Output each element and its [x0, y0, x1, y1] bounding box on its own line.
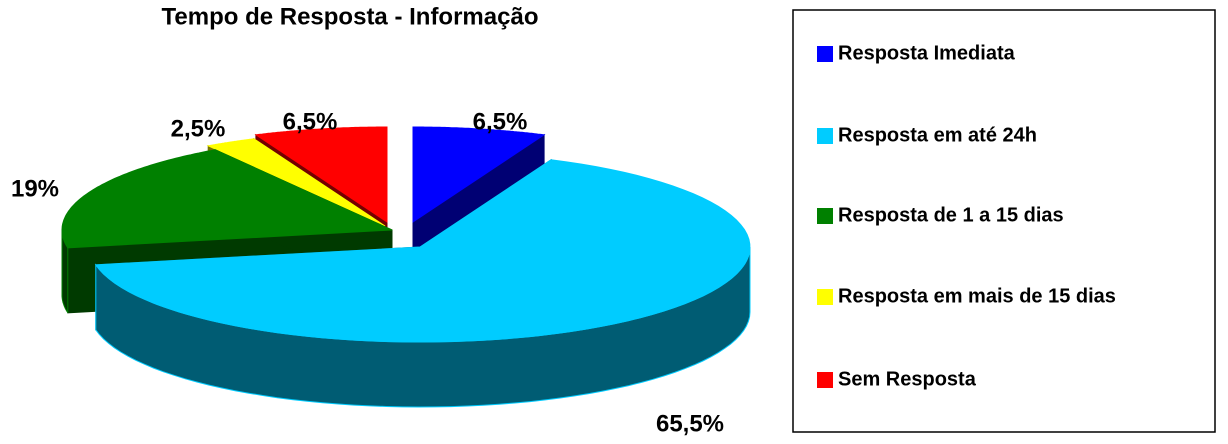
- data-label: 6,5%: [283, 108, 338, 135]
- legend-label: Resposta em mais de 15 dias: [838, 285, 1116, 307]
- data-label: 2,5%: [171, 115, 226, 142]
- slice: [412, 126, 546, 223]
- data-label: 65,5%: [656, 410, 724, 437]
- chart-title: Tempo de Resposta - Informação: [162, 3, 539, 30]
- legend-label: Resposta de 1 a 15 dias: [838, 204, 1064, 226]
- slice: [94, 158, 751, 408]
- slice: [206, 138, 386, 227]
- slice: [61, 149, 393, 249]
- legend-box: [792, 9, 1216, 433]
- legend-label: Resposta em até 24h: [838, 124, 1037, 146]
- legend-swatch: [817, 372, 833, 388]
- slice: [94, 159, 751, 343]
- slice: [254, 126, 388, 223]
- data-label: 6,5%: [473, 108, 528, 135]
- legend-swatch: [817, 289, 833, 305]
- legend-swatch: [817, 128, 833, 144]
- legend-swatch: [817, 208, 833, 224]
- data-label: 19%: [11, 175, 59, 202]
- legend-label: Resposta Imediata: [838, 42, 1016, 64]
- legend-swatch: [817, 46, 833, 62]
- legend-label: Sem Resposta: [838, 368, 977, 390]
